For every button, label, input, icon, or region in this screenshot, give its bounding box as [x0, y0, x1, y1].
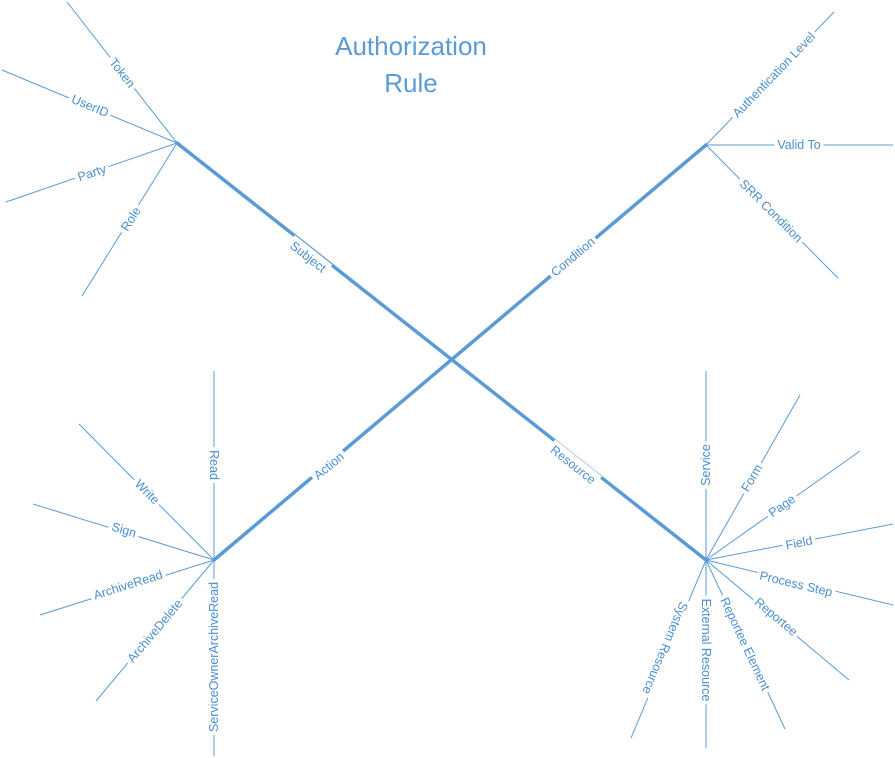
resource-attr-reportee: Reportee	[752, 595, 800, 639]
resource-attr-form: Form	[739, 462, 766, 494]
read-label-group: Read	[206, 447, 222, 483]
subject-resource-spine	[175, 141, 708, 562]
subject-attr-userid: UserID	[69, 92, 110, 120]
condition-label-group: Condition	[544, 231, 602, 283]
sign-label-group: Sign	[106, 517, 142, 543]
role-label-group: Role	[115, 201, 147, 237]
action-attr-read: Read	[207, 450, 221, 480]
resource-attr-process-step: Process Step	[758, 569, 834, 600]
service-label-group: Service	[698, 441, 714, 489]
valid-to-label-group: Valid To	[774, 137, 824, 153]
action-attr-sign: Sign	[110, 520, 138, 541]
field-label-group: Field	[781, 531, 817, 555]
form-label-group: Form	[736, 458, 768, 498]
resource-attr-external-resource: External Resource	[699, 599, 713, 702]
diagram-title-line1: Authorization	[335, 31, 487, 61]
process-step-label-group: Process Step	[755, 566, 837, 602]
condition-action-spine	[212, 143, 708, 562]
system-resource-label-group: System Resource	[637, 596, 693, 700]
condition-label: Condition	[548, 235, 597, 280]
action-attr-archivedelete: ArchiveDelete	[125, 597, 186, 666]
external-resource-label-group: External Resource	[698, 595, 714, 705]
condition-attr-authentication-level: Authentication Level	[730, 30, 818, 121]
resource-attr-field: Field	[784, 534, 813, 553]
subject-label-group: Subject	[283, 235, 333, 279]
condition-attr-valid-to: Valid To	[777, 138, 820, 152]
srr-condition-label-group: SRR Condition	[733, 173, 809, 249]
archiveread-label-group: ArchiveRead	[88, 565, 168, 605]
userid-label-group: UserID	[66, 89, 114, 123]
archivedelete-label-group: ArchiveDelete	[121, 593, 189, 669]
action-attr-serviceownerarchiveread: ServiceOwnerArchiveRead	[207, 582, 221, 732]
page-label-group: Page	[762, 489, 802, 523]
reportee-label-group: Reportee	[748, 592, 804, 642]
resource-attr-service: Service	[699, 444, 713, 486]
authentication-level-label-group: Authentication Level	[727, 26, 821, 124]
resource-label-group: Resource	[544, 439, 602, 491]
party-label-group: Party	[72, 159, 112, 187]
resource-label: Resource	[548, 443, 599, 487]
resource-attr-system-resource: System Resource	[639, 600, 690, 696]
serviceownerarchiveread-label-group: ServiceOwnerArchiveRead	[206, 578, 222, 736]
condition-attr-srr-condition: SRR Condition	[737, 177, 805, 245]
diagram-title-line2: Rule	[384, 68, 437, 98]
token-label-group: Token	[103, 52, 141, 94]
